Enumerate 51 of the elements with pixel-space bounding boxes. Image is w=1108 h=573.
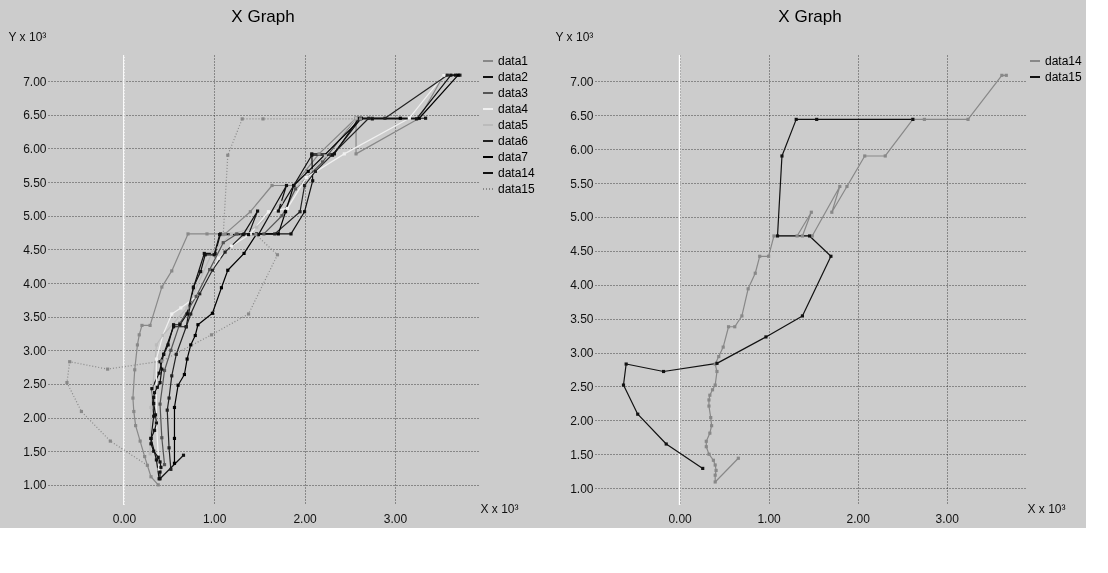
chart-title: X Graph — [778, 7, 842, 26]
y-tick-label: 4.00 — [23, 276, 47, 291]
y-tick-label: 3.00 — [23, 343, 47, 358]
y-tick-label: 6.50 — [23, 108, 47, 123]
y-tick-label: 3.50 — [23, 310, 47, 325]
y-tick-label: 1.00 — [570, 481, 594, 496]
x-tick-label: 3.00 — [383, 511, 408, 526]
x-axis-title: X x 10³ — [1027, 501, 1066, 516]
y-tick-label: 7.00 — [23, 74, 47, 89]
legend-label: data1 — [498, 54, 529, 68]
x-tick-label: 0.00 — [112, 511, 137, 526]
y-tick-label: 5.00 — [570, 210, 594, 225]
y-tick-label: 4.00 — [570, 278, 594, 293]
y-tick-label: 4.50 — [23, 242, 47, 257]
x-axis-title: X x 10³ — [480, 501, 519, 516]
legend-label: data6 — [498, 134, 529, 148]
legend-label: data5 — [498, 118, 529, 132]
y-tick-label: 2.50 — [23, 377, 47, 392]
x-tick-label: 0.00 — [668, 511, 693, 526]
y-tick-label: 3.50 — [570, 312, 594, 327]
y-tick-label: 4.50 — [570, 244, 594, 259]
y-tick-label: 6.00 — [23, 142, 47, 156]
y-tick-label: 5.50 — [23, 175, 47, 190]
legend-label: data15 — [1045, 70, 1083, 84]
x-tick-label: 2.00 — [293, 511, 318, 526]
legend-label: data15 — [498, 182, 536, 196]
y-tick-label: 1.50 — [23, 444, 47, 459]
y-axis-title: Y x 10³ — [555, 29, 594, 44]
y-tick-label: 5.00 — [23, 209, 47, 224]
y-tick-label: 6.50 — [570, 108, 594, 123]
x-tick-label: 1.00 — [203, 511, 227, 526]
y-tick-label: 6.00 — [570, 142, 594, 157]
x-tick-label: 2.00 — [846, 511, 871, 526]
legend-label: data14 — [1045, 54, 1083, 68]
legend-label: data14 — [498, 166, 536, 180]
legend-label: data7 — [498, 150, 529, 164]
y-tick-label: 1.00 — [23, 478, 47, 493]
y-axis-title: Y x 10³ — [8, 29, 47, 44]
y-tick-label: 2.00 — [23, 411, 47, 426]
y-tick-label: 7.00 — [570, 74, 594, 89]
legend-label: data2 — [498, 70, 529, 84]
y-tick-label: 1.50 — [570, 447, 594, 462]
legend-label: data4 — [498, 102, 529, 116]
y-tick-label: 3.00 — [570, 346, 594, 361]
y-tick-label: 2.50 — [570, 379, 594, 394]
x-tick-label: 3.00 — [935, 511, 960, 526]
y-tick-label: 2.00 — [570, 413, 594, 428]
chart-title: X Graph — [231, 7, 295, 26]
x-tick-label: 1.00 — [757, 511, 782, 526]
y-tick-label: 5.50 — [570, 176, 594, 191]
legend-label: data3 — [498, 86, 529, 100]
